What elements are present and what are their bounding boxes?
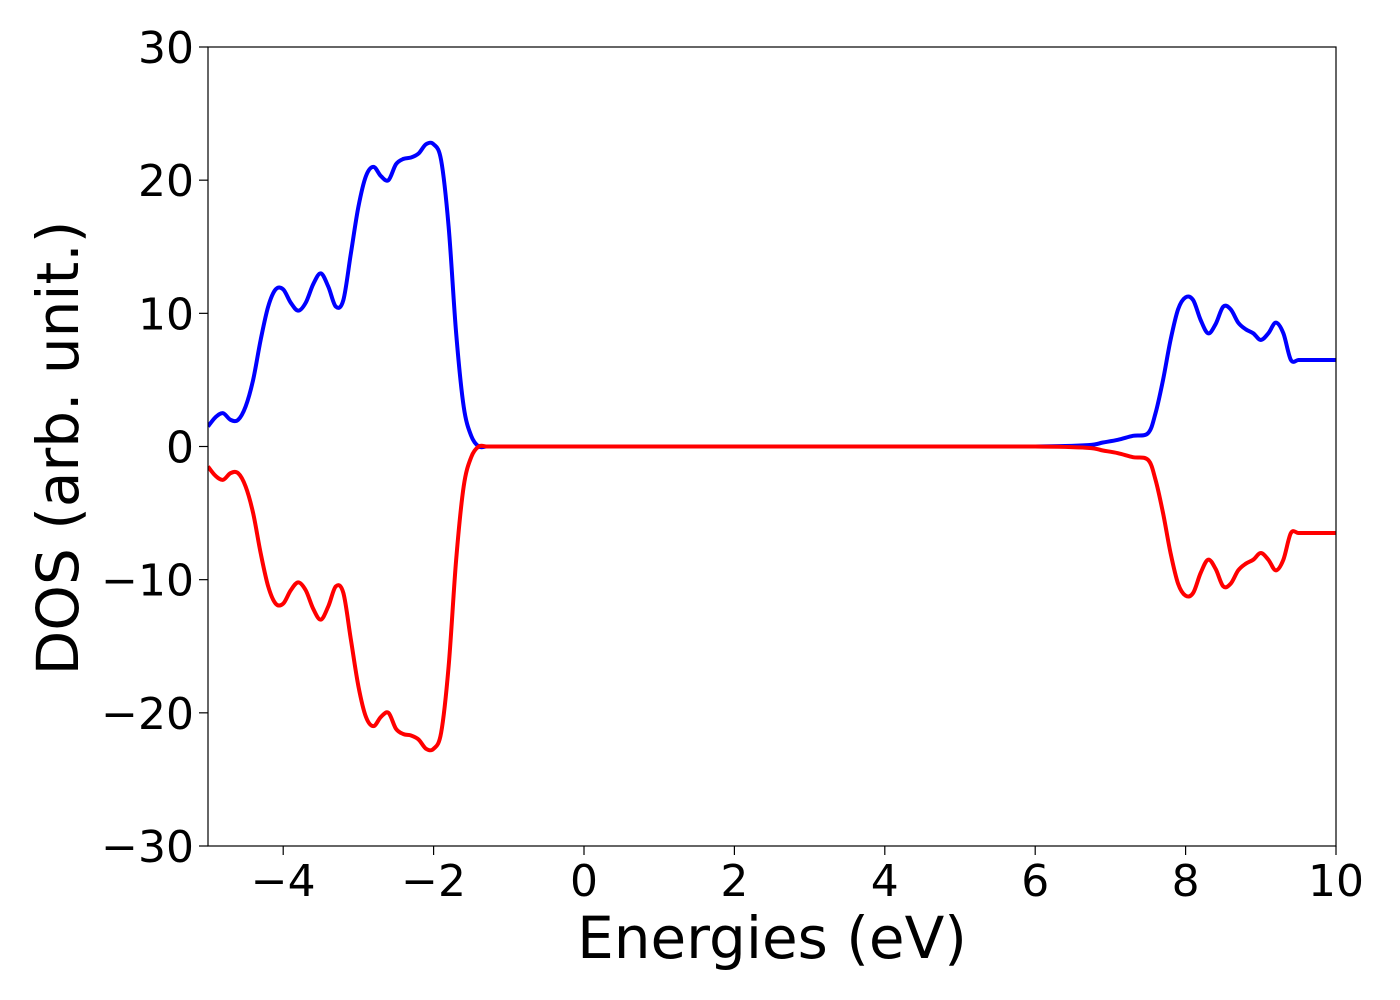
dos-curve-upper <box>208 140 1336 450</box>
x-tick-label: −4 <box>251 856 316 907</box>
x-tick-label: −2 <box>401 856 466 907</box>
x-tick-label: 0 <box>570 856 598 907</box>
y-tick-label: −10 <box>101 556 194 607</box>
x-tick-label: 4 <box>871 856 899 907</box>
y-axis-label: DOS (arb. unit.) <box>24 221 92 676</box>
x-axis-ticks: −4 −2 0 2 4 6 8 10 <box>251 846 1364 907</box>
plot-curves <box>208 140 1336 753</box>
x-tick-label: 8 <box>1172 856 1200 907</box>
x-axis-label: Energies (eV) <box>577 904 967 972</box>
x-tick-label: 6 <box>1021 856 1049 907</box>
dos-curve-lower <box>208 443 1336 753</box>
y-tick-label: 30 <box>138 23 194 74</box>
x-tick-label: 10 <box>1308 856 1364 907</box>
y-tick-label: 0 <box>166 423 194 474</box>
y-tick-label: −30 <box>101 822 194 873</box>
y-tick-label: 10 <box>138 289 194 340</box>
x-tick-label: 2 <box>720 856 748 907</box>
y-tick-label: 20 <box>138 156 194 207</box>
y-tick-label: −20 <box>101 689 194 740</box>
y-axis-ticks: −30 −20 −10 0 10 20 30 <box>101 23 208 873</box>
